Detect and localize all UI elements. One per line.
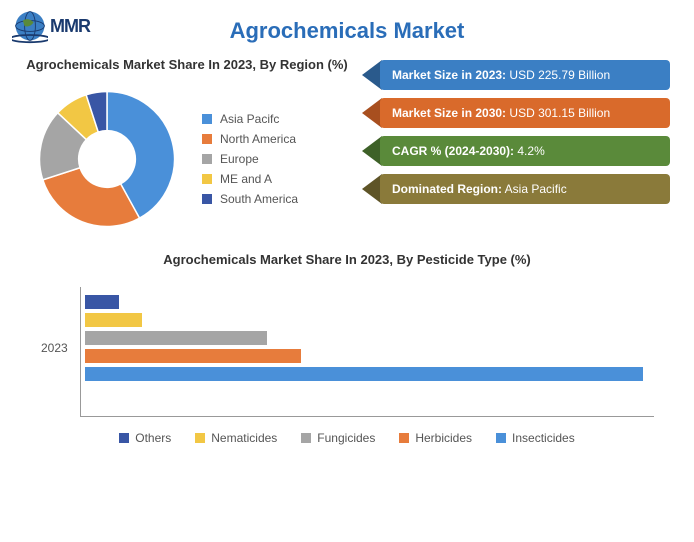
bar-legend-item: Insecticides: [496, 431, 575, 445]
legend-swatch: [202, 194, 212, 204]
legend-label: North America: [220, 132, 296, 146]
legend-swatch: [301, 433, 311, 443]
legend-swatch: [202, 174, 212, 184]
legend-label: ME and A: [220, 172, 272, 186]
legend-swatch: [202, 154, 212, 164]
bar-chart-section: Agrochemicals Market Share In 2023, By P…: [0, 252, 694, 445]
bar: [85, 349, 301, 363]
stat-badge: CAGR % (2024-2030): 4.2%: [362, 136, 682, 166]
badge-text: Market Size in 2030: USD 301.15 Billion: [362, 106, 610, 120]
stat-badge: Market Size in 2030: USD 301.15 Billion: [362, 98, 682, 128]
bar-legend: Others Nematicides Fungicides Herbicides Ins…: [40, 431, 654, 445]
bar: [85, 313, 142, 327]
legend-label: South America: [220, 192, 298, 206]
legend-label: Herbicides: [415, 431, 472, 445]
donut-chart: [32, 84, 182, 234]
bar-ylabel: 2023: [41, 341, 68, 355]
globe-icon: [12, 8, 48, 44]
legend-label: Nematicides: [211, 431, 277, 445]
badge-value: Asia Pacific: [502, 182, 567, 196]
legend-item: North America: [202, 132, 298, 146]
legend-item: Asia Pacifc: [202, 112, 298, 126]
donut-title: Agrochemicals Market Share In 2023, By R…: [12, 56, 362, 74]
bar-legend-item: Nematicides: [195, 431, 277, 445]
legend-swatch: [202, 114, 212, 124]
legend-label: Insecticides: [512, 431, 575, 445]
logo: MMR: [12, 8, 112, 44]
bar: [85, 331, 267, 345]
bar-title: Agrochemicals Market Share In 2023, By P…: [40, 252, 654, 267]
badge-value: USD 225.79 Billion: [506, 68, 610, 82]
stat-badge: Dominated Region: Asia Pacific: [362, 174, 682, 204]
top-row: Agrochemicals Market Share In 2023, By R…: [0, 56, 694, 234]
logo-text: MMR: [50, 16, 90, 37]
legend-swatch: [119, 433, 129, 443]
bar: [85, 367, 643, 381]
badge-value: USD 301.15 Billion: [506, 106, 610, 120]
legend-label: Europe: [220, 152, 259, 166]
legend-swatch: [496, 433, 506, 443]
donut-chart-section: Agrochemicals Market Share In 2023, By R…: [12, 56, 362, 234]
badge-text: Market Size in 2023: USD 225.79 Billion: [362, 68, 610, 82]
bar-chart: 2023: [80, 287, 654, 417]
stat-badge: Market Size in 2023: USD 225.79 Billion: [362, 60, 682, 90]
legend-item: ME and A: [202, 172, 298, 186]
badge-text: Dominated Region: Asia Pacific: [362, 182, 567, 196]
legend-label: Others: [135, 431, 171, 445]
legend-swatch: [202, 134, 212, 144]
legend-label: Fungicides: [317, 431, 375, 445]
stat-badges: Market Size in 2023: USD 225.79 Billion M…: [362, 56, 682, 234]
legend-item: Europe: [202, 152, 298, 166]
bar-legend-item: Herbicides: [399, 431, 472, 445]
legend-swatch: [195, 433, 205, 443]
badge-text: CAGR % (2024-2030): 4.2%: [362, 144, 545, 158]
donut-legend: Asia Pacifc North America Europe ME and A So…: [202, 106, 298, 212]
legend-label: Asia Pacifc: [220, 112, 279, 126]
legend-item: South America: [202, 192, 298, 206]
badge-value: 4.2%: [514, 144, 545, 158]
legend-swatch: [399, 433, 409, 443]
bar: [85, 295, 119, 309]
donut-slice: [43, 168, 140, 227]
bar-legend-item: Others: [119, 431, 171, 445]
bar-legend-item: Fungicides: [301, 431, 375, 445]
